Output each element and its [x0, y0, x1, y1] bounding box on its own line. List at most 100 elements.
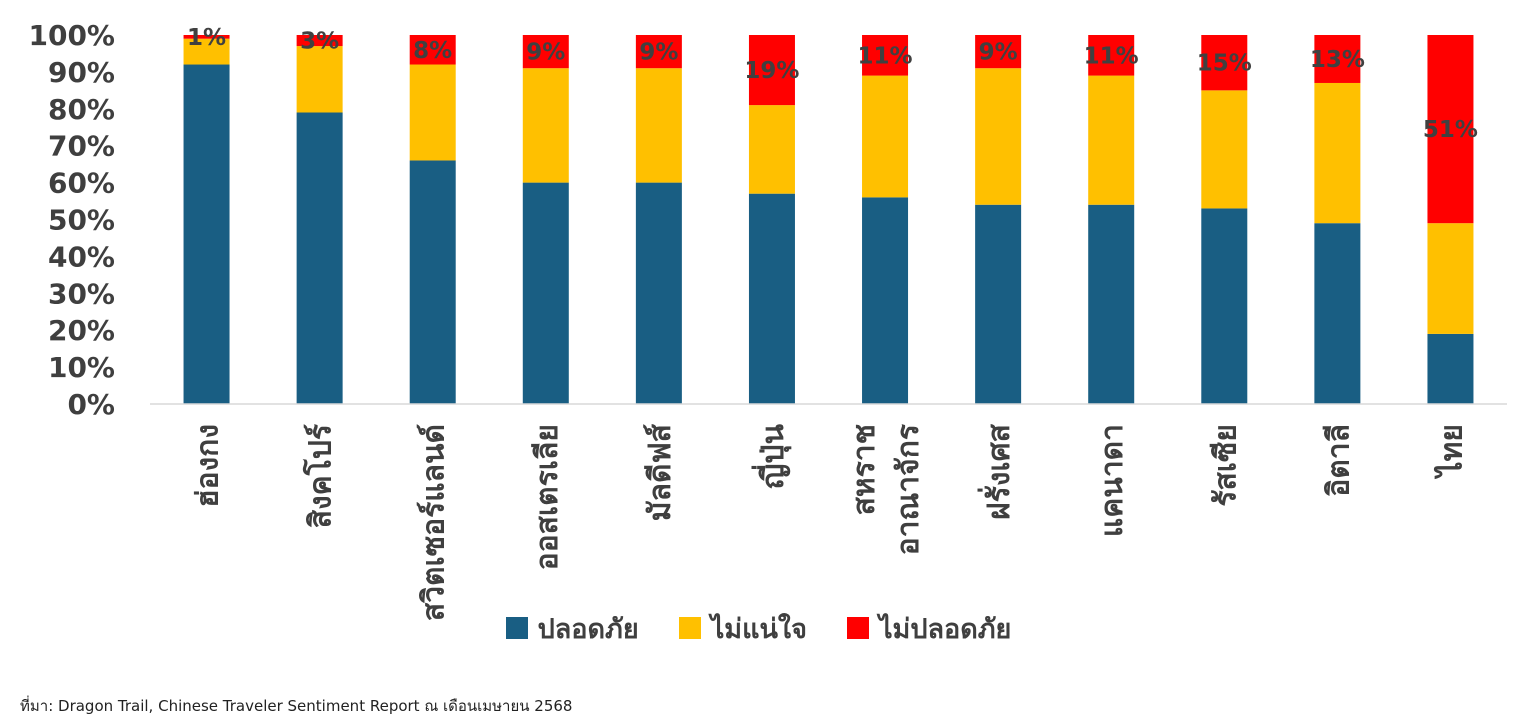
- bar-segment-series-2: [1427, 35, 1474, 224]
- bar-segment-series-1: [1427, 223, 1474, 334]
- x-tick-label: ออสเตรเลีย: [530, 424, 565, 570]
- bar-segment-series-1: [975, 68, 1022, 205]
- x-tick-label: แคนาดา: [1095, 424, 1130, 537]
- x-tick-label-line: อาณาจักร: [891, 424, 926, 555]
- source-note: ที่มา: Dragon Trail, Chinese Traveler Se…: [20, 697, 573, 715]
- data-label: 13%: [1310, 47, 1365, 73]
- bar-segment-series-0: [748, 193, 795, 404]
- x-tick-label-line: ไทย: [1433, 424, 1469, 479]
- bar-segment-series-2: [748, 35, 795, 106]
- x-tick-label-line: ญี่ปุ่น: [751, 424, 792, 490]
- x-tick-label-line: สิงคโปร์: [302, 424, 339, 528]
- data-label: 8%: [413, 38, 452, 64]
- y-tick-label: 40%: [48, 240, 115, 273]
- bar-segment-series-2: [183, 35, 230, 39]
- bar-segment-series-1: [862, 75, 909, 198]
- x-tick-label-line: ฝรั่งเศส: [977, 423, 1017, 520]
- legend-item: ไม่ปลอดภัย: [846, 607, 1012, 650]
- data-label: 9%: [639, 40, 678, 66]
- bar-segment-series-1: [748, 105, 795, 194]
- bar-segment-series-2: [296, 35, 343, 47]
- bar-segment-series-0: [296, 112, 343, 405]
- legend-label: ไม่ปลอดภัย: [878, 613, 1012, 645]
- bar-segment-series-1: [183, 38, 230, 65]
- y-tick-label: 60%: [48, 167, 115, 200]
- x-tick-label: รัสเซีย: [1208, 424, 1243, 507]
- x-tick-label: สิงคโปร์: [302, 424, 339, 528]
- x-tick-label-line: ฮ่องกง: [191, 424, 226, 508]
- legend-swatch: [846, 617, 869, 639]
- y-tick-label: 0%: [67, 388, 115, 421]
- data-label: 1%: [187, 25, 226, 51]
- data-label: 9%: [979, 40, 1018, 66]
- bar-segment-series-0: [1201, 208, 1248, 404]
- bar-segment-series-0: [975, 204, 1022, 404]
- y-tick-label: 10%: [48, 351, 115, 384]
- data-label: 11%: [1084, 43, 1139, 69]
- x-tick-label-line: ออสเตรเลีย: [530, 424, 565, 570]
- x-tick-label: สวิตเซอร์แลนด์: [417, 424, 452, 621]
- bar-segment-series-0: [862, 197, 909, 404]
- x-tick-label-line: สหราช: [847, 424, 882, 515]
- legend-swatch: [505, 617, 528, 639]
- data-label: 9%: [526, 40, 565, 66]
- legend-label: ปลอดภัย: [537, 613, 639, 645]
- legend-item: ปลอดภัย: [505, 607, 639, 650]
- data-label: 3%: [300, 29, 339, 55]
- bar-segment-series-0: [183, 64, 230, 405]
- x-tick-label-line: แคนาดา: [1095, 424, 1130, 537]
- x-tick-label: มัลดีฟส์: [643, 423, 678, 521]
- data-labels: 1% 3% 8% 9% 9% 19% 11% 9% 11% 15% 13% 51%: [187, 25, 1478, 143]
- y-tick-label: 70%: [48, 130, 115, 163]
- bar-segment-series-2: [1201, 35, 1248, 91]
- data-label: 19%: [744, 58, 799, 84]
- legend: ปลอดภัย ไม่แน่ใจ ไม่ปลอดภัย: [0, 606, 1517, 650]
- bars: [183, 35, 1474, 405]
- legend-label: ไม่แน่ใจ: [710, 613, 807, 645]
- y-tick-label: 50%: [48, 204, 115, 237]
- x-tick-label: สหราช อาณาจักร: [847, 424, 926, 555]
- bar-segment-series-2: [522, 35, 569, 69]
- x-tick-label-line: มัลดีฟส์: [643, 423, 678, 521]
- x-tick-label: ฝรั่งเศส: [977, 423, 1017, 520]
- bar-segment-series-1: [296, 46, 343, 113]
- x-tick-label: ฮ่องกง: [191, 424, 226, 508]
- y-axis: 0% 10% 20% 30% 40%50% 60% 70% 80% 90% 100%: [28, 19, 115, 421]
- data-label: 51%: [1423, 117, 1478, 143]
- legend-swatch: [678, 617, 701, 639]
- bar-segment-series-2: [635, 35, 682, 69]
- bar-segment-series-0: [522, 182, 569, 404]
- y-tick-label: 20%: [48, 314, 115, 347]
- bar-segment-series-1: [635, 68, 682, 183]
- bar-segment-series-2: [975, 35, 1022, 69]
- x-axis: ฮ่องกง สิงคโปร์ สวิตเซอร์แลนด์ ออสเตรเลีย มั…: [191, 423, 1470, 621]
- bar-segment-series-1: [522, 68, 569, 183]
- bar-segment-series-2: [862, 35, 909, 76]
- bar-segment-series-0: [1088, 204, 1135, 404]
- y-tick-label: 100%: [28, 19, 115, 52]
- data-label: 11%: [858, 43, 913, 69]
- y-tick-label: 90%: [48, 56, 115, 89]
- x-tick-label-line: รัสเซีย: [1208, 424, 1243, 507]
- y-tick-label: 30%: [48, 277, 115, 310]
- x-tick-label: อิตาลี: [1321, 424, 1356, 497]
- x-tick-label: ไทย: [1433, 424, 1469, 479]
- data-label: 15%: [1197, 51, 1252, 77]
- bar-segment-series-1: [1088, 75, 1135, 205]
- bar-segment-series-0: [409, 160, 456, 404]
- bar-segment-series-0: [1427, 333, 1474, 404]
- x-tick-label-line: อิตาลี: [1321, 424, 1356, 497]
- bar-segment-series-0: [1314, 223, 1361, 404]
- x-tick-label-line: สวิตเซอร์แลนด์: [417, 424, 452, 621]
- bar-segment-series-1: [1314, 82, 1361, 224]
- legend-item: ไม่แน่ใจ: [678, 607, 807, 650]
- bar-segment-series-2: [1314, 35, 1361, 83]
- bar-segment-series-2: [409, 35, 456, 65]
- bar-segment-series-1: [409, 64, 456, 161]
- bar-segment-series-1: [1201, 90, 1248, 209]
- bar-segment-series-0: [635, 182, 682, 404]
- y-tick-label: 80%: [48, 93, 115, 126]
- x-tick-label: ญี่ปุ่น: [751, 424, 792, 490]
- bar-segment-series-2: [1088, 35, 1135, 76]
